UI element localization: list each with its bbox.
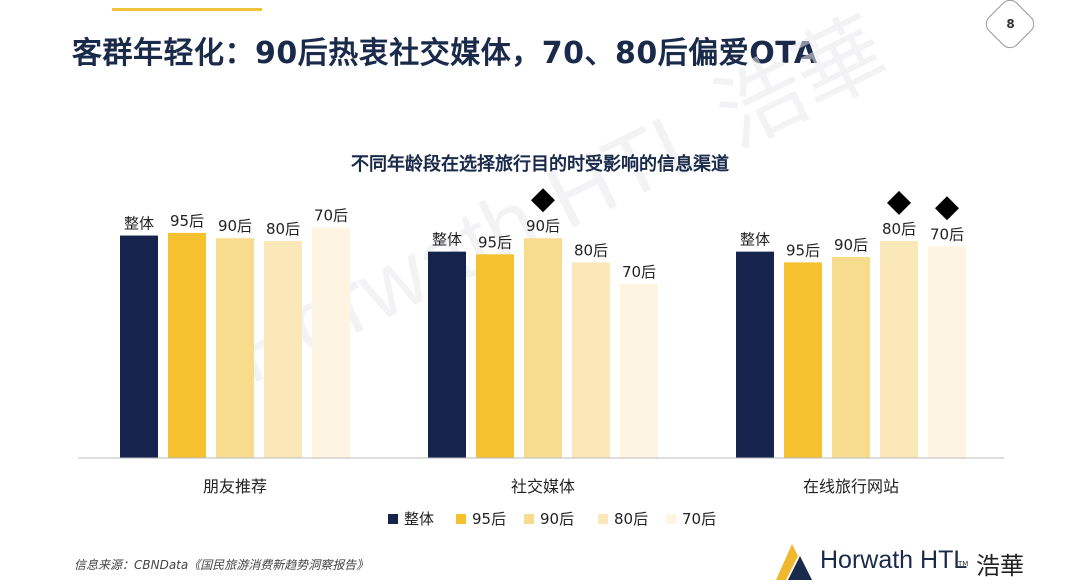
bar-label-0-1: 95后: [170, 212, 204, 230]
bar-label-2-3: 80后: [882, 220, 916, 238]
bar-2-1: [784, 262, 822, 458]
page-title: 客群年轻化：90后热衷社交媒体，70、80后偏爱OTA: [72, 36, 818, 71]
highlight-diamond-icon-2-3: [887, 190, 911, 215]
bar-label-1-1: 95后: [478, 233, 512, 251]
bar-label-0-2: 90后: [218, 217, 252, 235]
category-label-1: 社交媒体: [511, 477, 575, 496]
page-number: 8: [1006, 17, 1015, 31]
legend-label-4: 70后: [682, 510, 716, 528]
bar-0-2: [216, 238, 254, 458]
bar-label-1-4: 70后: [622, 263, 656, 281]
bar-label-2-4: 70后: [930, 225, 964, 243]
brand-name: Horwath HTL: [820, 546, 968, 574]
brand-logo: Horwath HTL TM 浩華: [772, 538, 1072, 584]
top-accent-bar: [112, 8, 262, 11]
bar-label-0-0: 整体: [124, 215, 154, 233]
brand-cn-name: 浩華: [976, 552, 1024, 580]
legend-label-0: 整体: [404, 510, 434, 528]
bar-label-2-1: 95后: [786, 241, 820, 259]
bar-1-0: [428, 251, 466, 458]
legend-swatch-2: [524, 514, 534, 524]
bar-label-1-3: 80后: [574, 241, 608, 259]
legend-swatch-0: [388, 514, 398, 524]
highlight-diamond-icon-2-4: [935, 196, 959, 221]
highlight-diamond-icon-1-2: [531, 188, 555, 213]
legend-swatch-1: [456, 514, 466, 524]
bar-label-1-0: 整体: [432, 231, 462, 249]
bar-2-2: [832, 257, 870, 458]
legend-swatch-4: [666, 514, 676, 524]
bar-0-1: [168, 232, 206, 458]
bar-0-3: [264, 240, 302, 458]
bar-1-2: [524, 238, 562, 458]
legend-label-1: 95后: [472, 510, 506, 528]
legend-label-3: 80后: [614, 510, 648, 528]
bar-label-2-0: 整体: [740, 231, 770, 249]
bar-label-0-4: 70后: [314, 207, 348, 225]
chart-title: 不同年龄段在选择旅行目的时受影响的信息渠道: [351, 153, 729, 175]
source-note: 信息来源：CBNData《国民旅游消费新趋势洞察报告》: [74, 558, 369, 572]
bar-2-3: [880, 240, 918, 458]
bar-1-4: [620, 283, 658, 458]
bar-2-4: [928, 246, 966, 458]
bar-2-0: [736, 251, 774, 458]
bar-1-3: [572, 262, 610, 458]
brand-tm: TM: [958, 560, 969, 568]
bar-0-4: [312, 227, 350, 458]
legend-label-2: 90后: [540, 510, 574, 528]
bar-1-1: [476, 254, 514, 458]
bar-label-2-2: 90后: [834, 236, 868, 254]
bar-label-0-3: 80后: [266, 220, 300, 238]
category-label-0: 朋友推荐: [203, 477, 267, 496]
brand-mark-icon: [776, 544, 812, 580]
bar-0-0: [120, 235, 158, 458]
bar-label-1-2: 90后: [526, 217, 560, 235]
legend-swatch-3: [598, 514, 608, 524]
category-label-2: 在线旅行网站: [803, 477, 899, 496]
